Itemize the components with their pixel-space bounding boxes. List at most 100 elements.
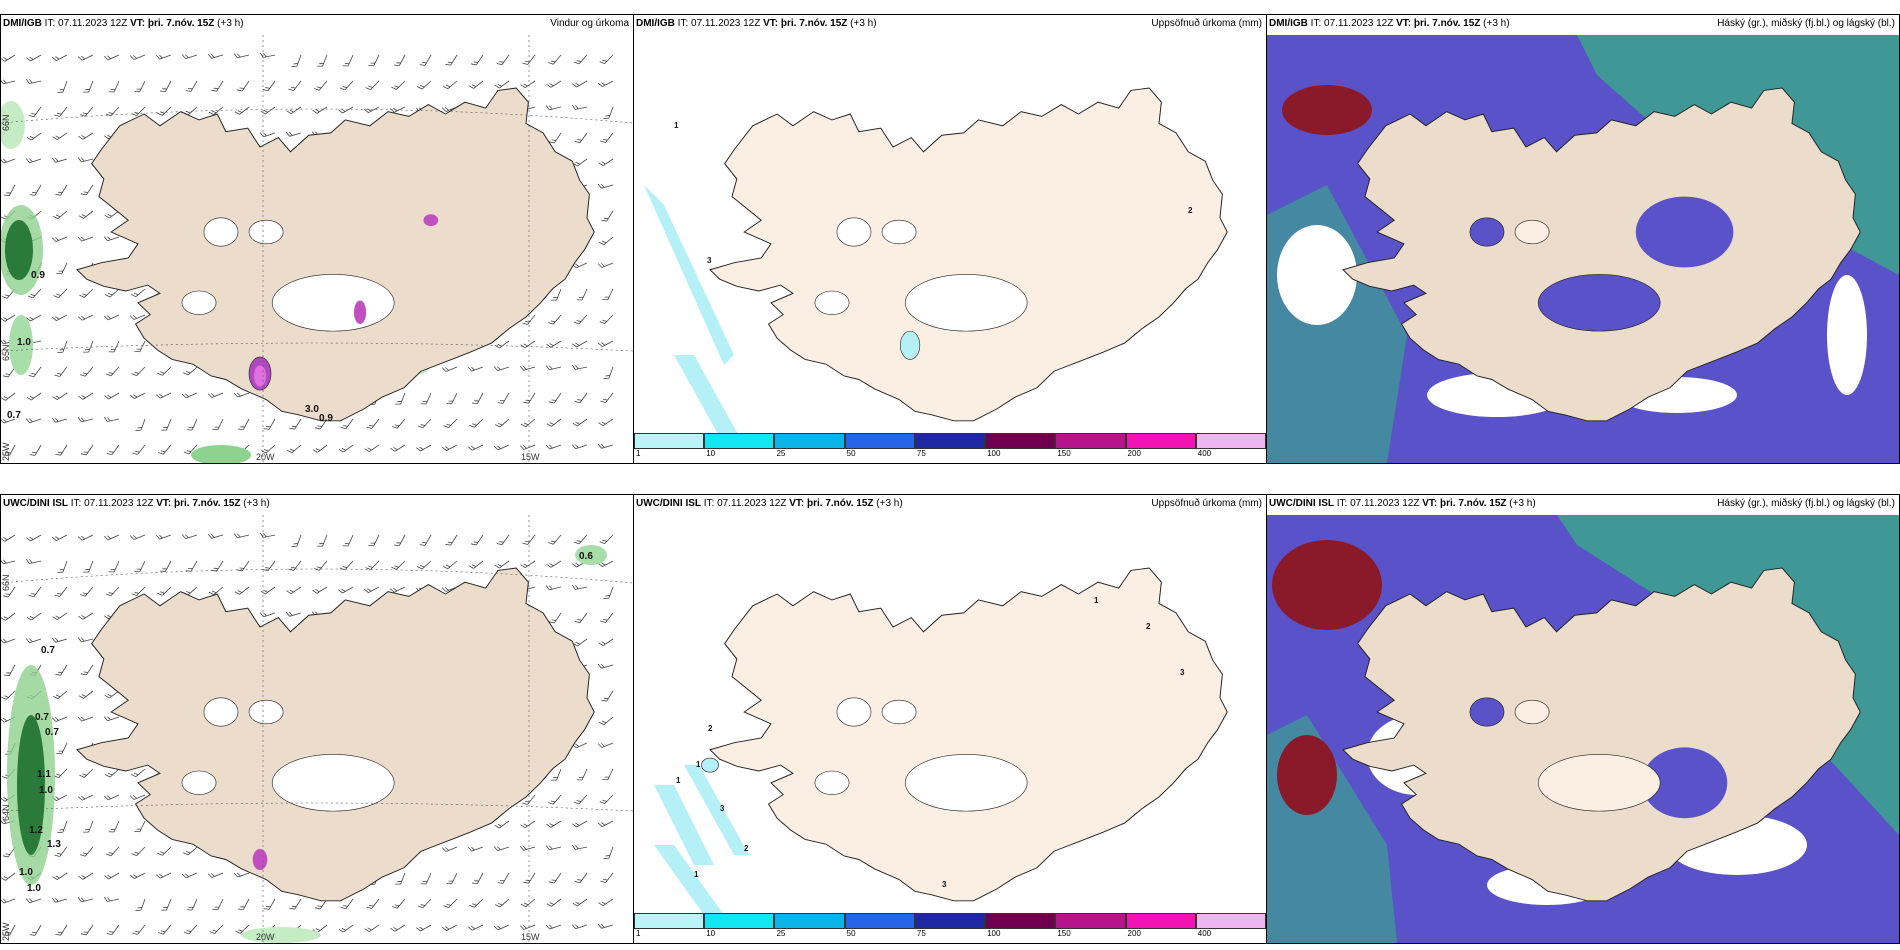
colorbar-cell (1055, 433, 1126, 449)
lead-time: (+3 h) (850, 18, 877, 29)
init-time: IT: 07.11.2023 12Z (70, 498, 154, 509)
model-source: DMI/IGB (3, 18, 42, 29)
precip-value: 0.9 (319, 413, 333, 424)
precip-shading (7, 545, 607, 943)
precip-map: 1 3 2 (634, 35, 1266, 445)
precip-value: 3 (720, 804, 725, 813)
model-source: UWC/DINI ISL (3, 498, 68, 509)
iceland-land (76, 567, 595, 902)
panel-title: Háský (gr.), miðský (fj.bl.) og lágský (… (1717, 498, 1895, 509)
precip-value: 1.0 (27, 883, 41, 894)
precip-value: 0.7 (7, 410, 21, 421)
panel-dmi-wind: DMI/IGB IT: 07.11.2023 12Z VT: þri. 7.nó… (0, 14, 634, 464)
sea-precip-band (644, 185, 734, 365)
colorbar-tick: 1 (636, 449, 641, 458)
lead-time: (+3 h) (1483, 18, 1510, 29)
init-time: IT: 07.11.2023 12Z (1310, 18, 1394, 29)
panel-uwc-wind: UWC/DINI ISL IT: 07.11.2023 12Z VT: þri.… (0, 494, 634, 944)
lon-label: 15W (521, 452, 540, 462)
wind-map: 66N 64N 25W 20W 15W 0.6 0.7 0.7 0.7 1.1 … (1, 515, 633, 943)
model-source: DMI/IGB (636, 18, 675, 29)
valid-time: VT: þri. 7.nóv. 15Z (1422, 498, 1507, 509)
colorbar-cell (1055, 913, 1126, 929)
colorbar-cell (704, 913, 775, 929)
panel-header: DMI/IGB IT: 07.11.2023 12Z VT: þri. 7.nó… (1, 15, 633, 35)
precip-value: 0.7 (45, 727, 59, 738)
panel-header: UWC/DINI ISL IT: 07.11.2023 12Z VT: þri.… (1267, 495, 1899, 515)
panel-dmi-clouds: DMI/IGB IT: 07.11.2023 12Z VT: þri. 7.nó… (1266, 14, 1900, 464)
precip-value: 1.0 (39, 785, 53, 796)
lead-time: (+3 h) (217, 18, 244, 29)
panel-header: DMI/IGB IT: 07.11.2023 12Z VT: þri. 7.nó… (1267, 15, 1899, 35)
valid-time: VT: þri. 7.nóv. 15Z (789, 498, 874, 509)
precip-value: 2 (1146, 622, 1151, 631)
precip-map: 1 2 3 2 1 1 3 2 1 3 (634, 515, 1266, 925)
iceland-land (76, 87, 595, 422)
colorbar-tick: 25 (776, 929, 786, 938)
panel-uwc-clouds: UWC/DINI ISL IT: 07.11.2023 12Z VT: þri.… (1266, 494, 1900, 944)
iceland-land (701, 567, 1228, 902)
panel-title: Háský (gr.), miðský (fj.bl.) og lágský (… (1717, 18, 1895, 29)
model-source: UWC/DINI ISL (636, 498, 701, 509)
colorbar-tick: 100 (987, 449, 1001, 458)
precip-value: 1 (676, 776, 681, 785)
lon-label: 25W (1, 922, 11, 941)
lon-label: 20W (256, 932, 275, 942)
colorbar-cell (985, 433, 1056, 449)
iceland-land (1342, 567, 1861, 902)
panel-title: Uppsöfnuð úrkoma (mm) (1151, 498, 1262, 509)
lon-label: 15W (521, 932, 540, 942)
precip-value: 1.2 (29, 825, 43, 836)
colorbar-tick: 1 (636, 929, 641, 938)
init-time: IT: 07.11.2023 12Z (44, 18, 128, 29)
colorbar-tick: 75 (916, 929, 926, 938)
colorbar-tick: 10 (706, 449, 716, 458)
colorbar-cell (1125, 913, 1196, 929)
lat-label: 66N (1, 574, 11, 591)
panel-uwc-precip: UWC/DINI ISL IT: 07.11.2023 12Z VT: þri.… (633, 494, 1267, 944)
colorbar-tick: 400 (1197, 449, 1212, 458)
cloud-map (1267, 35, 1899, 463)
precip-value: 0.7 (35, 712, 49, 723)
lon-label: 20W (256, 452, 275, 462)
precip-value: 1.0 (17, 337, 31, 348)
colorbar-cell (634, 433, 705, 449)
iceland-land (709, 87, 1228, 422)
colorbar-cell (914, 433, 986, 449)
sea-precip-band (654, 785, 714, 865)
colorbar-cell (844, 913, 915, 929)
wind-map: 66N 65N 25W 20W 15W 0.9 1.0 0.7 3.0 0.9 (1, 35, 633, 463)
panel-title: Uppsöfnuð úrkoma (mm) (1151, 18, 1262, 29)
colorbar-tick: 50 (846, 929, 856, 938)
colorbar-cell (634, 913, 705, 929)
colorbar-tick: 10 (706, 929, 716, 938)
precip-value: 1.1 (37, 769, 51, 780)
precip-colorbar: 1 10 25 50 75 100 150 200 400 (634, 913, 1266, 938)
precip-value: 1.0 (19, 867, 33, 878)
colorbar-tick: 75 (916, 449, 926, 458)
vatnajokull-glacier (271, 274, 395, 332)
panel-dmi-precip: DMI/IGB IT: 07.11.2023 12Z VT: þri. 7.nó… (633, 14, 1267, 464)
lon-label: 25W (1, 442, 11, 461)
high-cloud-area (1557, 515, 1899, 835)
panel-header: UWC/DINI ISL IT: 07.11.2023 12Z VT: þri.… (1, 495, 633, 515)
lead-time: (+3 h) (1509, 498, 1536, 509)
colorbar-cell (1125, 433, 1196, 449)
panel-header: UWC/DINI ISL IT: 07.11.2023 12Z VT: þri.… (634, 495, 1266, 515)
precip-colorbar: 1 10 25 50 75 100 150 200 400 (634, 433, 1266, 458)
precip-value: 1 (674, 121, 679, 130)
init-time: IT: 07.11.2023 12Z (1336, 498, 1420, 509)
colorbar-tick: 150 (1057, 449, 1071, 458)
lat-label: 64N (1, 804, 11, 821)
panel-title: Vindur og úrkoma (550, 18, 629, 29)
precip-value: 3 (1180, 668, 1185, 677)
precip-value: 2 (1188, 206, 1193, 215)
precip-value: 2 (708, 724, 713, 733)
graticule (1, 35, 633, 463)
colorbar-tick: 200 (1127, 449, 1141, 458)
cloud-map (1267, 515, 1899, 943)
colorbar-tick: 25 (776, 449, 786, 458)
precip-value: 1 (1094, 596, 1099, 605)
colorbar-cell (844, 433, 915, 449)
precip-value: 1 (696, 760, 701, 769)
